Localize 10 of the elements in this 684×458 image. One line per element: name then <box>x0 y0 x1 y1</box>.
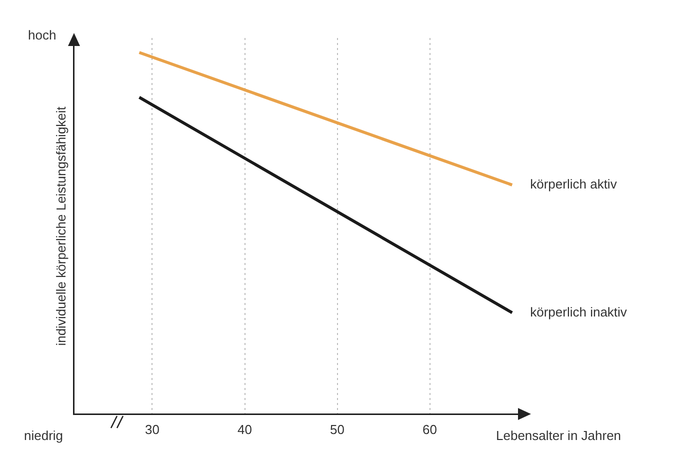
series-label: körperlich inaktiv <box>530 304 628 320</box>
y-axis-title: individuelle körperliche Leistungsfähigkeit <box>53 106 68 346</box>
x-tick-label: 40 <box>238 422 252 437</box>
text: hoch <box>28 28 56 43</box>
x-tick-label: 60 <box>422 422 438 437</box>
text: niedrig <box>24 428 64 443</box>
x-tick-label: 50 <box>330 422 345 437</box>
x-axis-title: Lebensalter in Jahren <box>496 428 622 443</box>
series-label: körperlich aktiv <box>530 176 618 192</box>
x-tick-label: 30 <box>145 422 160 437</box>
